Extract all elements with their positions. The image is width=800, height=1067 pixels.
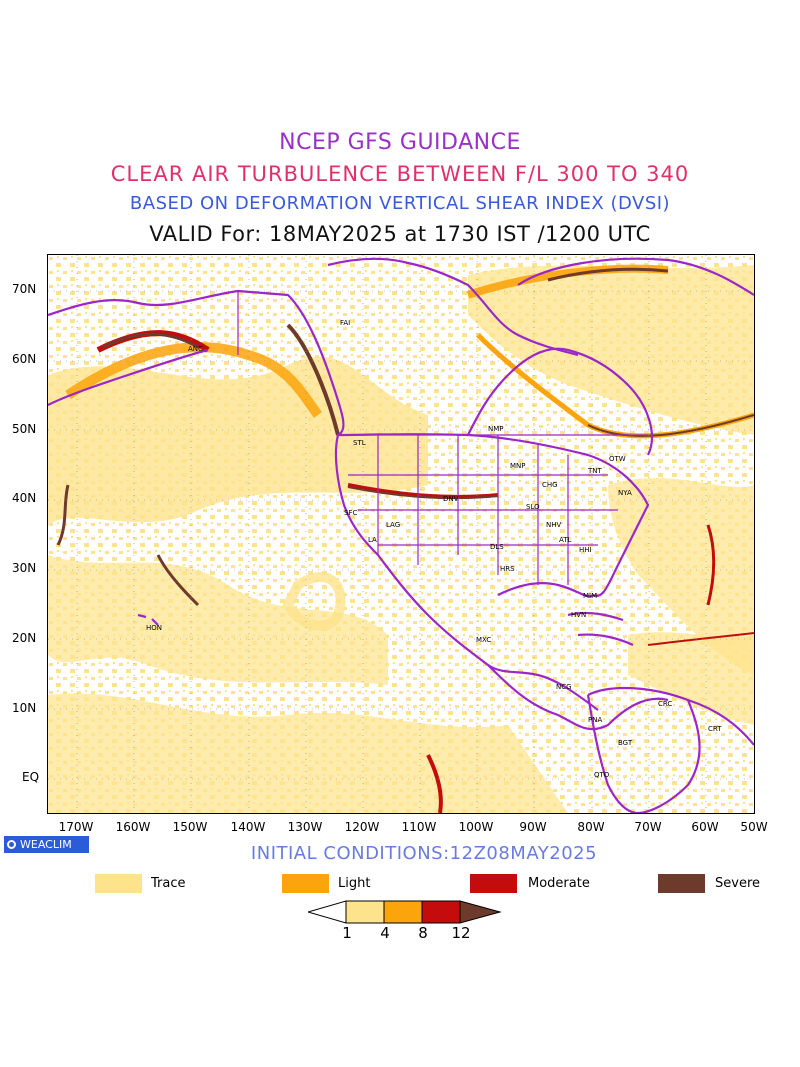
station-nhv: NHV [546, 521, 562, 529]
title-valid-time: VALID For: 18MAY2025 at 1730 IST /1200 U… [149, 222, 651, 246]
station-sfc: SFC [344, 509, 357, 517]
lat-label-10n: 10N [12, 701, 37, 715]
coastlines [48, 257, 754, 813]
turbulence-bands [56, 264, 754, 813]
political-boundaries [237, 291, 648, 585]
station-nya: NYA [618, 489, 632, 497]
lat-label-20n: 20N [12, 631, 37, 645]
legend-item-trace: Trace [95, 874, 215, 893]
lon-label-80w: 80W [577, 820, 605, 834]
colorbar-bin-light [383, 900, 423, 924]
lat-label-50n: 50N [12, 422, 37, 436]
legend-item-severe: Severe [658, 874, 778, 893]
lon-label-120w: 120W [344, 820, 380, 834]
station-atl: ATL [559, 536, 572, 544]
station-mim: MIM [583, 592, 597, 600]
station-pna: PNA [588, 716, 602, 724]
station-crc: CRC [658, 700, 672, 708]
map-canvas: ANC FAI STL NMP MNP CHG TNT OTW NYA DNV … [48, 255, 754, 813]
lat-label-60n: 60N [12, 352, 37, 366]
station-mxc: MXC [476, 636, 491, 644]
legend-swatch-moderate [470, 874, 517, 893]
lon-label-110w: 110W [401, 820, 437, 834]
lon-label-170w: 170W [58, 820, 94, 834]
station-anc: ANC [188, 345, 203, 353]
colorbar-min-arrow [308, 900, 347, 924]
station-mnp: MNP [510, 462, 526, 470]
station-nmp: NMP [488, 425, 504, 433]
graticule [48, 255, 754, 813]
station-ncg: NCG [556, 683, 572, 691]
lon-label-160w: 160W [115, 820, 151, 834]
station-labels: ANC FAI STL NMP MNP CHG TNT OTW NYA DNV … [146, 319, 722, 779]
title-model: NCEP GFS GUIDANCE [279, 130, 521, 155]
lon-label-100w: 100W [458, 820, 494, 834]
lon-label-90w: 90W [519, 820, 547, 834]
legend-label-severe: Severe [715, 876, 760, 891]
colorbar-tick-1: 1 [342, 924, 352, 942]
station-crt: CRT [708, 725, 722, 733]
legend-label-moderate: Moderate [528, 876, 590, 891]
lat-label-70n: 70N [12, 282, 37, 296]
logo-ring-icon [7, 840, 16, 849]
station-hrs: HRS [500, 565, 515, 573]
station-chg: CHG [542, 481, 558, 489]
station-dnv: DNV [443, 495, 459, 503]
colorbar [308, 900, 502, 924]
lon-label-150w: 150W [172, 820, 208, 834]
lat-label-40n: 40N [12, 491, 37, 505]
station-dls: DLS [490, 543, 504, 551]
colorbar-tick-8: 8 [418, 924, 428, 942]
colorbar-max-arrow [459, 900, 502, 924]
legend-item-moderate: Moderate [470, 874, 610, 893]
title-product: CLEAR AIR TURBULENCE BETWEEN F/L 300 TO … [110, 162, 690, 186]
station-hvn: HVN [571, 611, 586, 619]
lon-label-50w: 50W [740, 820, 768, 834]
legend-label-trace: Trace [151, 876, 186, 891]
legend-swatch-light [282, 874, 329, 893]
legend-item-light: Light [282, 874, 402, 893]
lon-label-130w: 130W [287, 820, 323, 834]
colorbar-bin-trace [345, 900, 385, 924]
station-stl: STL [353, 439, 366, 447]
lat-label-30n: 30N [12, 561, 37, 575]
station-hhi: HHI [579, 546, 592, 554]
station-hon: HON [146, 624, 162, 632]
colorbar-bin-moderate [421, 900, 461, 924]
station-la: LA [368, 536, 377, 544]
legend-swatch-severe [658, 874, 705, 893]
station-otw: OTW [609, 455, 626, 463]
colorbar-tick-4: 4 [380, 924, 390, 942]
station-tnt: TNT [587, 467, 603, 475]
logo-text: WEACLIM [20, 838, 72, 851]
station-fai: FAI [340, 319, 350, 327]
trace-fields [48, 255, 754, 813]
station-bgt: BGT [618, 739, 633, 747]
colorbar-tick-12: 12 [451, 924, 471, 942]
lon-label-140w: 140W [230, 820, 266, 834]
title-method: BASED ON DEFORMATION VERTICAL SHEAR INDE… [129, 193, 671, 214]
lon-label-70w: 70W [634, 820, 662, 834]
station-qto: QTO [594, 771, 610, 779]
turbulence-map: ANC FAI STL NMP MNP CHG TNT OTW NYA DNV … [47, 254, 755, 814]
lon-label-60w: 60W [691, 820, 719, 834]
station-lag: LAG [386, 521, 400, 529]
weaclim-logo: WEACLIM [4, 836, 89, 853]
legend-swatch-trace [95, 874, 142, 893]
initial-conditions: INITIAL CONDITIONS:12Z08MAY2025 [250, 843, 598, 864]
legend-label-light: Light [338, 876, 371, 891]
lat-label-eq: EQ [22, 770, 40, 784]
station-slo: SLO [526, 503, 540, 511]
